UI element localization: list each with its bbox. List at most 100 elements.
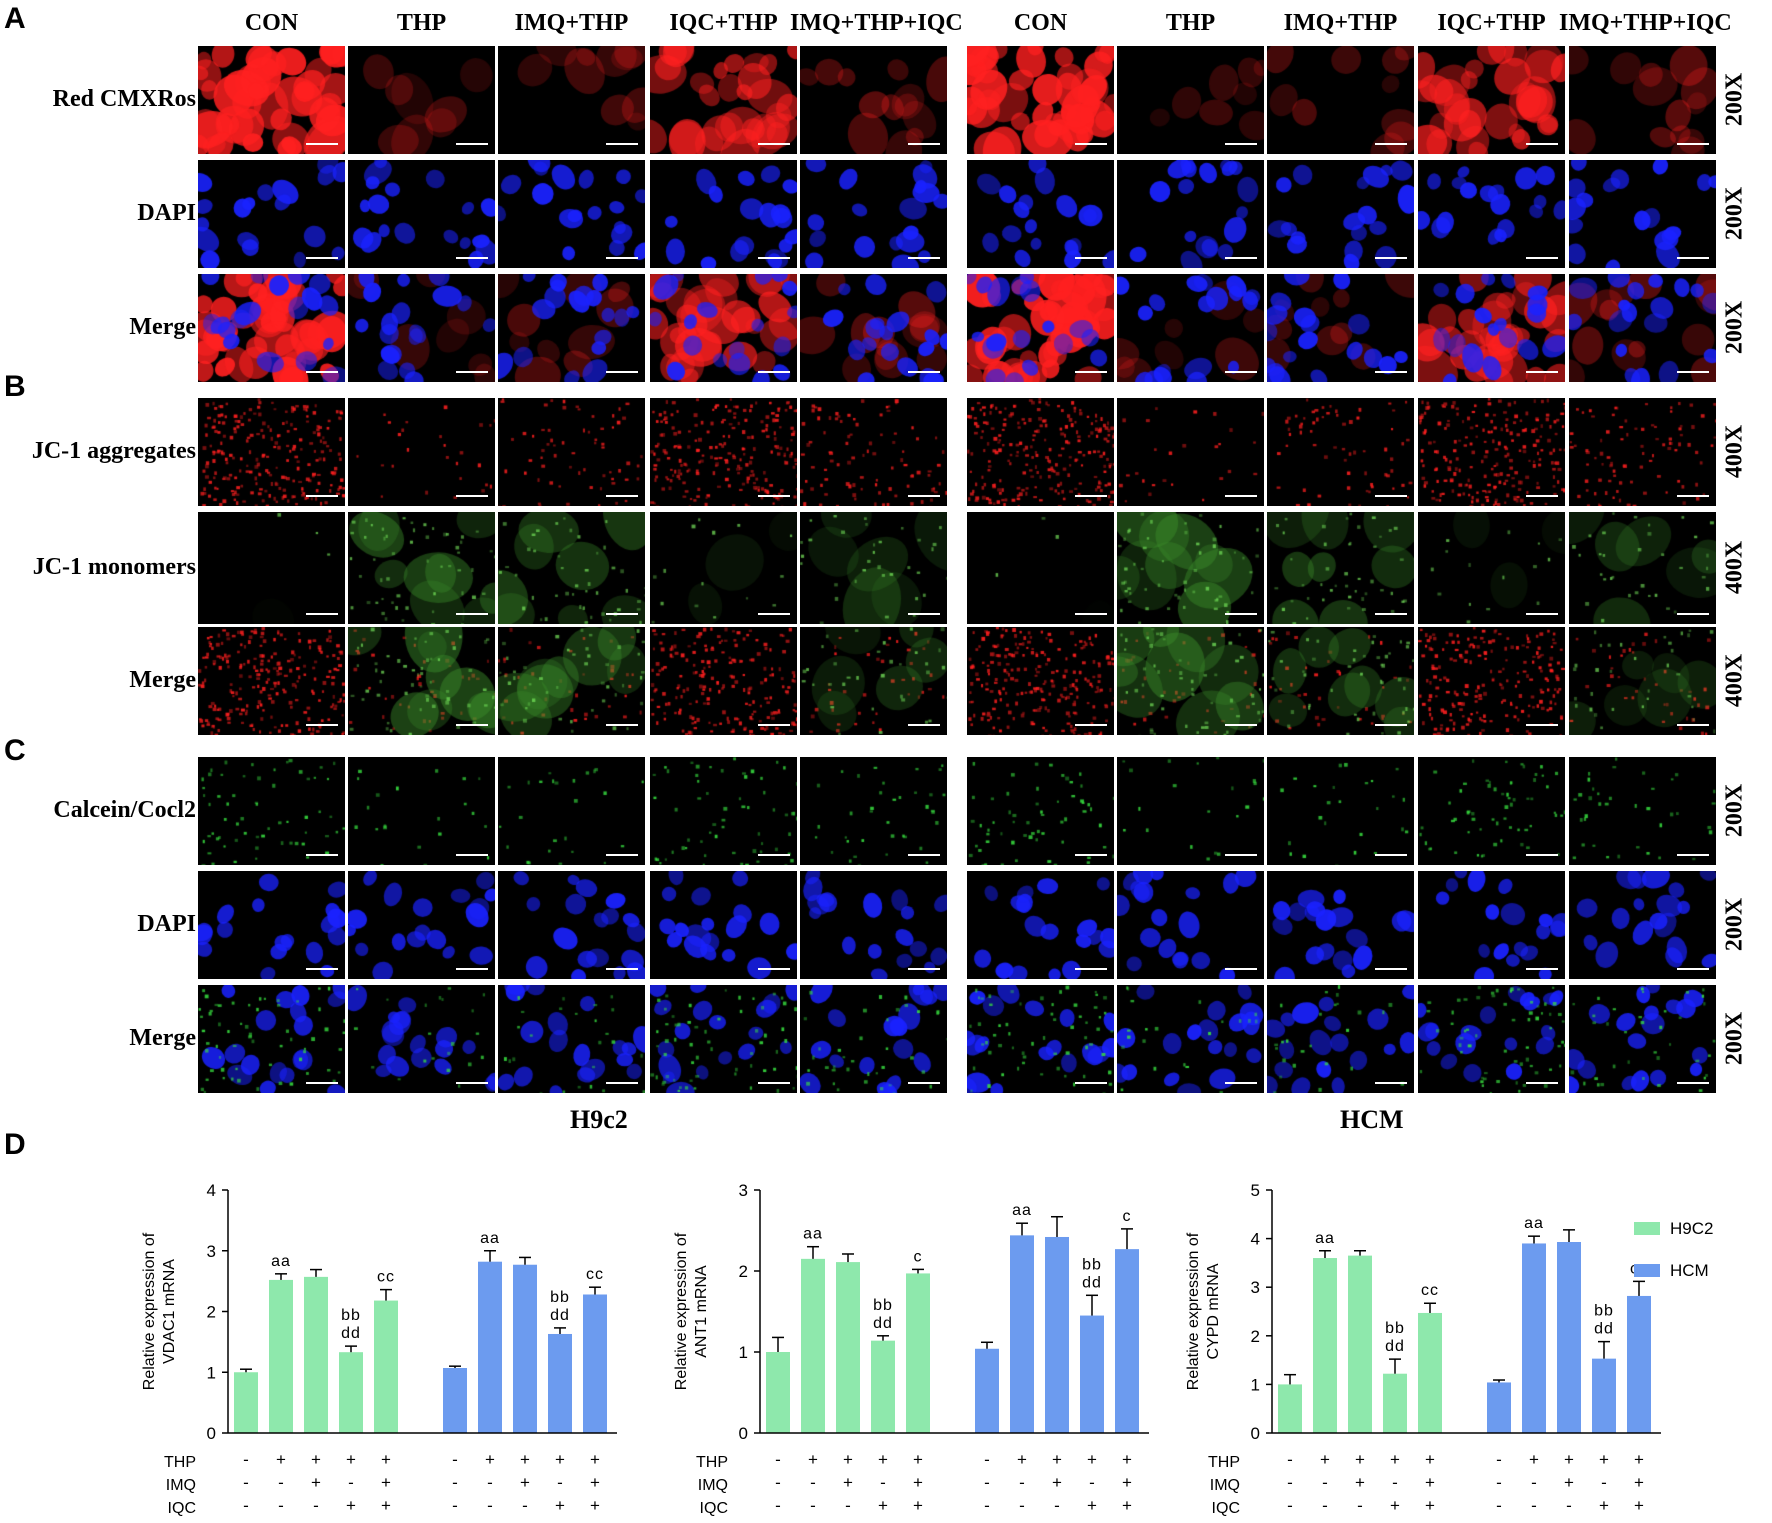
factor-sign: - — [487, 1496, 493, 1515]
scale-bar — [1225, 613, 1257, 615]
factor-sign: + — [1320, 1450, 1330, 1469]
scale-bar — [1375, 371, 1407, 373]
micrograph-h9c2-greenblue-8-3 — [650, 985, 797, 1093]
micrograph-hcm-redblue-2-5 — [967, 274, 1114, 382]
column-header-h9c2: IMQ+THP+IQC — [790, 10, 963, 36]
scale-bar — [908, 724, 940, 726]
magnification-label: 200X — [1721, 72, 1748, 127]
y-axis-label: Relative expression of CYPD mRNA — [1185, 1232, 1222, 1390]
scale-bar — [1677, 1082, 1709, 1084]
bar-hcm — [1627, 1295, 1651, 1433]
row-label: Merge — [129, 1025, 196, 1051]
factor-sign: - — [557, 1473, 563, 1492]
factor-sign: - — [1496, 1473, 1502, 1492]
factor-sign: - — [1566, 1496, 1572, 1515]
bar-h9c2 — [766, 1352, 790, 1433]
column-header-h9c2: IQC+THP — [669, 10, 778, 36]
scale-bar — [606, 495, 638, 497]
micrograph-hcm-redblue-2-7 — [1267, 274, 1414, 382]
micrograph-h9c2-red-0-4 — [800, 46, 947, 154]
factor-sign: - — [810, 1473, 816, 1492]
factor-sign: - — [243, 1473, 249, 1492]
bar-h9c2 — [1348, 1255, 1372, 1433]
scale-bar — [1375, 613, 1407, 615]
row-label: Merge — [129, 667, 196, 693]
scale-bar — [306, 143, 338, 145]
bar-h9c2 — [1383, 1373, 1407, 1433]
bar-h9c2 — [1313, 1258, 1337, 1433]
bar-hcm — [513, 1264, 537, 1433]
micrograph-h9c2-jcgreen-4-1 — [348, 512, 495, 624]
scale-bar — [1526, 854, 1558, 856]
micrograph-hcm-jcmerge-5-8 — [1418, 627, 1565, 735]
micrograph-h9c2-jcred-3-2 — [498, 398, 645, 506]
scale-bar — [1225, 257, 1257, 259]
scale-bar — [1225, 1082, 1257, 1084]
factor-sign: + — [520, 1450, 530, 1469]
micrograph-h9c2-redblue-2-0 — [198, 274, 345, 382]
scale-bar — [758, 968, 790, 970]
scale-bar — [456, 854, 488, 856]
micrograph-h9c2-blue-1-2 — [498, 160, 645, 268]
factor-label: IMQ — [1210, 1477, 1240, 1494]
micrograph-hcm-blue-1-5 — [967, 160, 1114, 268]
micrograph-h9c2-redblue-2-2 — [498, 274, 645, 382]
column-header-hcm: IMQ+THP — [1283, 10, 1398, 36]
factor-label: THP — [1208, 1454, 1240, 1471]
y-tick-label: 1 — [207, 1363, 216, 1382]
micrograph-h9c2-green-6-4 — [800, 757, 947, 865]
column-header-hcm: IMQ+THP+IQC — [1559, 10, 1732, 36]
factor-sign: + — [1355, 1473, 1365, 1492]
bar-hcm — [548, 1333, 572, 1433]
micrograph-h9c2-red-0-0 — [198, 46, 345, 154]
factor-sign: + — [1425, 1473, 1435, 1492]
factor-sign: + — [381, 1473, 391, 1492]
factor-sign: + — [1599, 1496, 1609, 1515]
factor-sign: + — [1634, 1473, 1644, 1492]
scale-bar — [758, 1082, 790, 1084]
scale-bar — [456, 968, 488, 970]
row-label: Calcein/Cocl2 — [53, 797, 196, 823]
micrograph-h9c2-blue-7-1 — [348, 871, 495, 979]
y-axis-label: Relative expression of VDAC1 mRNA — [141, 1232, 178, 1390]
significance-label: cc — [1421, 1282, 1439, 1299]
scale-bar — [306, 257, 338, 259]
cell-group-hcm: HCM — [1340, 1105, 1404, 1134]
scale-bar — [456, 371, 488, 373]
scale-bar — [606, 257, 638, 259]
micrograph-hcm-green-6-5 — [967, 757, 1114, 865]
significance-label: dd — [1385, 1338, 1405, 1355]
scale-bar — [1526, 968, 1558, 970]
scale-bar — [1075, 854, 1107, 856]
micrograph-hcm-blue-1-8 — [1418, 160, 1565, 268]
micrograph-h9c2-red-0-2 — [498, 46, 645, 154]
legend-label: H9C2 — [1670, 1219, 1713, 1238]
factor-sign: - — [1287, 1496, 1293, 1515]
micrograph-h9c2-greenblue-8-2 — [498, 985, 645, 1093]
micrograph-hcm-blue-7-8 — [1418, 871, 1565, 979]
scale-bar — [1526, 495, 1558, 497]
significance-label: bb — [1385, 1320, 1405, 1337]
micrograph-hcm-greenblue-8-8 — [1418, 985, 1565, 1093]
row-label: DAPI — [137, 911, 196, 937]
micrograph-hcm-jcred-3-9 — [1569, 398, 1716, 506]
scale-bar — [1677, 854, 1709, 856]
micrograph-h9c2-jcgreen-4-4 — [800, 512, 947, 624]
significance-label: aa — [480, 1230, 500, 1247]
factor-sign: + — [520, 1473, 530, 1492]
factor-sign: + — [1425, 1496, 1435, 1515]
scale-bar — [1526, 143, 1558, 145]
factor-sign: - — [1357, 1496, 1363, 1515]
scale-bar — [1526, 724, 1558, 726]
factor-sign: + — [1529, 1450, 1539, 1469]
scale-bar — [758, 495, 790, 497]
micrograph-hcm-jcgreen-4-7 — [1267, 512, 1414, 624]
cell-group-h9c2: H9c2 — [570, 1105, 628, 1134]
scale-bar — [908, 968, 940, 970]
micrograph-h9c2-greenblue-8-0 — [198, 985, 345, 1093]
micrograph-hcm-red-0-8 — [1418, 46, 1565, 154]
micrograph-h9c2-blue-7-4 — [800, 871, 947, 979]
micrograph-h9c2-blue-7-3 — [650, 871, 797, 979]
factor-sign: - — [452, 1450, 458, 1469]
legend-label: HCM — [1670, 1261, 1709, 1280]
